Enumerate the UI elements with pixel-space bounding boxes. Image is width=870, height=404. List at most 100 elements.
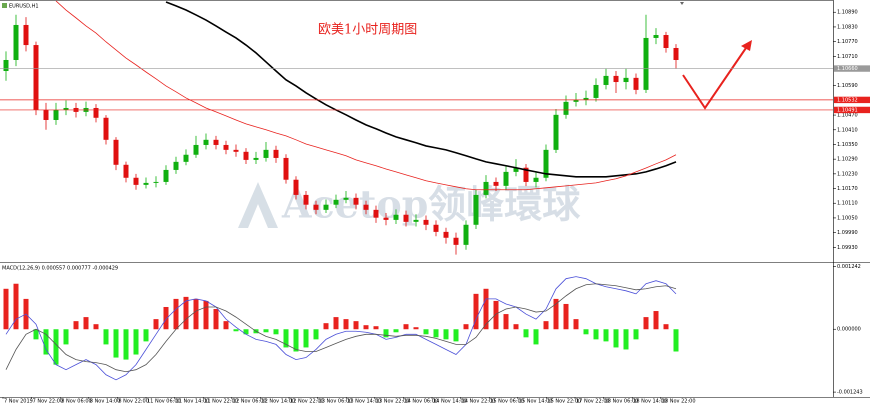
candle-body <box>13 24 19 60</box>
histogram-bar <box>593 329 599 340</box>
histogram-bar <box>393 329 399 333</box>
y-tick-label: 1.10170 <box>837 186 858 192</box>
histogram-bar <box>263 329 269 333</box>
histogram-bar <box>273 329 279 335</box>
x-tick-label: 18 Nov 06:00 <box>605 399 639 404</box>
y-tick-label: 0.001242 <box>837 264 861 270</box>
histogram-bar <box>333 317 339 330</box>
y-tick-label: 1.10230 <box>837 171 858 177</box>
y-tick-label: 1.10470 <box>837 113 858 119</box>
candle-body <box>213 139 219 145</box>
x-tick-label: 11 Nov 14:00 <box>176 399 210 404</box>
y-tick-label: 1.10410 <box>837 127 858 133</box>
x-tick-label: 18 Nov 14:00 <box>633 399 667 404</box>
candle-body <box>103 117 109 140</box>
y-tick-label: 1.10590 <box>837 83 858 89</box>
candle-body <box>623 77 629 83</box>
candle-body <box>133 177 139 185</box>
y-tick-label: 1.10710 <box>837 54 858 60</box>
histogram-bar <box>43 329 49 355</box>
candle-body <box>23 24 29 46</box>
histogram-bar <box>73 321 79 330</box>
candle-body <box>433 224 439 232</box>
histogram-bar <box>603 329 609 342</box>
histogram-bar <box>203 300 209 330</box>
histogram-bar <box>33 329 39 340</box>
price-label: 1.10660 <box>837 66 858 72</box>
histogram-bar <box>103 329 109 345</box>
histogram-bar <box>443 329 449 340</box>
histogram-bar <box>373 326 379 330</box>
histogram-bar <box>623 329 629 350</box>
x-tick-label: 15 Nov 22:00 <box>547 399 581 404</box>
candle-body <box>123 164 129 178</box>
histogram-bar <box>433 329 439 338</box>
indicator-line <box>5 283 677 373</box>
candle-body <box>463 224 469 245</box>
candle-body <box>643 37 649 90</box>
candle-body <box>403 214 409 222</box>
price-label: 1.10532 <box>837 97 858 103</box>
candle-body <box>53 109 59 120</box>
candle-body <box>143 182 149 185</box>
histogram-bar <box>613 329 619 348</box>
y-tick-label: 1.10050 <box>837 215 858 221</box>
histogram-bar <box>93 324 99 330</box>
candle-body <box>443 231 449 238</box>
histogram-bar <box>353 321 359 330</box>
x-tick-label: 14 Nov 14:00 <box>433 399 467 404</box>
price-label-box <box>834 65 870 72</box>
x-tick-label: 8 Nov 06:00 <box>61 399 92 404</box>
histogram-bar <box>513 324 519 330</box>
histogram-bar <box>303 329 309 348</box>
histogram-bar <box>643 317 649 330</box>
histogram-bar <box>663 324 669 330</box>
candle-body <box>163 169 169 182</box>
histogram-bar <box>483 288 489 330</box>
price-label: 1.10491 <box>837 107 858 113</box>
histogram-bar <box>313 329 319 340</box>
candle-body <box>233 149 239 152</box>
x-tick-label: 17 Nov 22:00 <box>576 399 610 404</box>
x-tick-label: 12 Nov 22:00 <box>290 399 324 404</box>
x-tick-label: 12 Nov 14:00 <box>261 399 295 404</box>
candle-body <box>303 194 309 205</box>
candle-body <box>313 204 319 210</box>
x-tick-label: 14 Nov 22:00 <box>462 399 496 404</box>
histogram-bar <box>243 329 249 335</box>
candle-body <box>373 209 379 218</box>
candle-body <box>423 219 429 225</box>
histogram-bar <box>533 329 539 345</box>
candle-body <box>253 157 259 160</box>
histogram-bar <box>153 319 159 330</box>
candle-body <box>173 161 179 170</box>
y-tick-label: 1.10110 <box>837 201 858 207</box>
histogram-bar <box>173 298 179 330</box>
candle-body <box>493 181 499 186</box>
histogram-bar <box>3 288 9 330</box>
candle-body <box>503 171 509 186</box>
histogram-bar <box>653 311 659 330</box>
histogram-bar <box>283 329 289 348</box>
histogram-bar <box>633 329 639 340</box>
y-tick-label: 1.10350 <box>837 142 858 148</box>
histogram-bar <box>423 329 429 335</box>
price-label-box <box>834 106 870 114</box>
x-tick-label: 14 Nov 06:00 <box>404 399 438 404</box>
histogram-bar <box>133 329 139 355</box>
candle-body <box>483 181 489 195</box>
candle-body <box>33 45 39 110</box>
x-tick-label: 11 Nov 22:00 <box>204 399 238 404</box>
histogram-bar <box>163 306 169 330</box>
candle-body <box>323 204 329 210</box>
candle-body <box>613 75 619 83</box>
y-tick-label: 1.09930 <box>837 245 858 251</box>
candle-body <box>383 217 389 220</box>
candle-body <box>453 237 459 245</box>
histogram-bar <box>63 329 69 345</box>
candle-body <box>633 77 639 90</box>
histogram-bar <box>293 329 299 352</box>
candle-body <box>3 59 9 72</box>
histogram-bar <box>583 329 589 335</box>
